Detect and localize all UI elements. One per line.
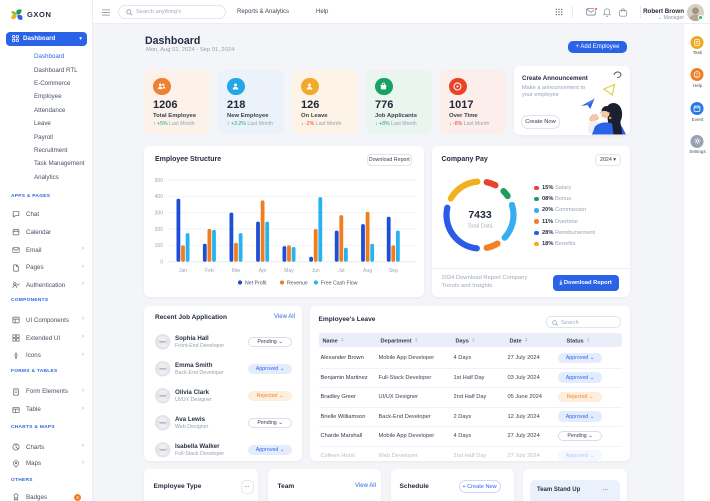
svg-text:Jul: Jul: [338, 268, 344, 274]
svg-text:Aug: Aug: [363, 268, 372, 274]
svg-text:Revenue: Revenue: [287, 281, 308, 287]
svg-text:500: 500: [155, 178, 164, 184]
svg-text:May: May: [284, 268, 294, 274]
svg-text:300: 300: [155, 210, 164, 216]
svg-text:7433: 7433: [468, 209, 492, 221]
svg-text:Total Data: Total Data: [467, 224, 493, 230]
svg-text:Jun: Jun: [312, 268, 320, 274]
svg-text:Free Cash Flow: Free Cash Flow: [321, 281, 358, 287]
svg-text:200: 200: [155, 227, 164, 233]
svg-text:Apr: Apr: [259, 268, 267, 274]
svg-text:0: 0: [160, 260, 163, 266]
svg-text:Jan: Jan: [179, 268, 187, 274]
svg-text:Mar: Mar: [232, 268, 241, 274]
svg-text:Feb: Feb: [205, 268, 214, 274]
svg-text:400: 400: [155, 194, 164, 200]
svg-text:Sep: Sep: [389, 268, 398, 274]
svg-text:Net Profit: Net Profit: [245, 281, 267, 287]
svg-text:100: 100: [155, 243, 164, 249]
